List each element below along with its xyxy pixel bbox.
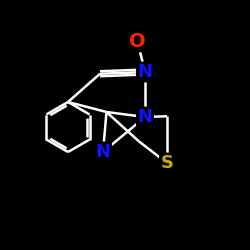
Text: N: N bbox=[96, 143, 110, 161]
Text: N: N bbox=[138, 63, 152, 81]
Text: N: N bbox=[138, 108, 152, 126]
Text: O: O bbox=[129, 32, 146, 51]
Text: S: S bbox=[160, 154, 173, 172]
